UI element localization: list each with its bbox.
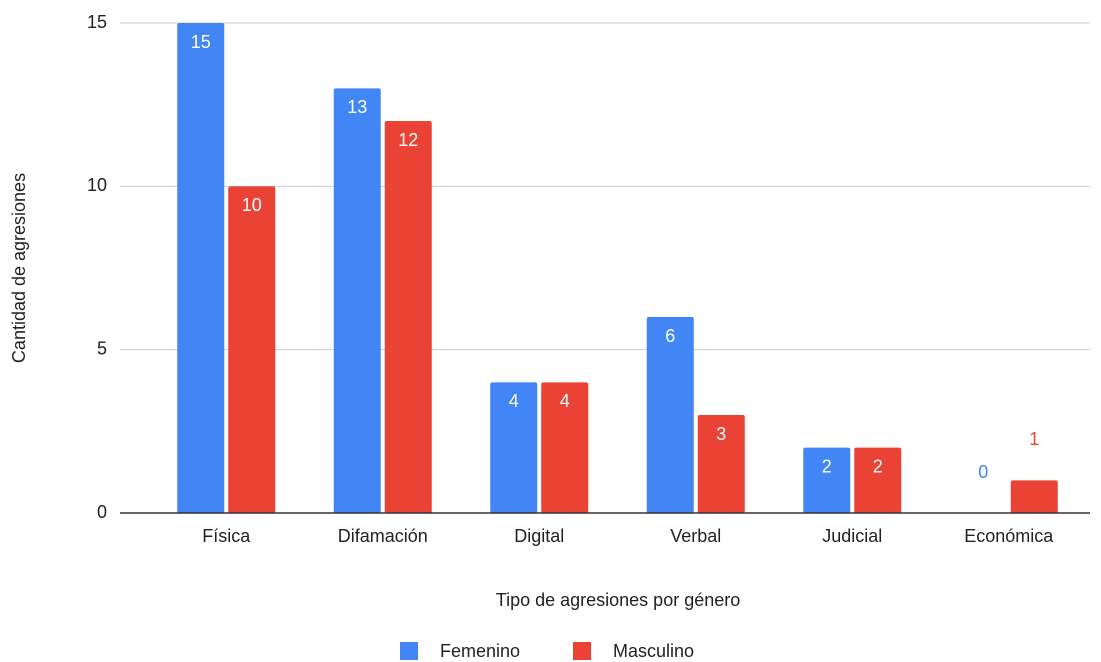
x-tick-label: Judicial <box>822 526 882 546</box>
bar <box>854 447 902 513</box>
y-axis-label: Cantidad de agresiones <box>9 173 29 363</box>
bar <box>541 382 589 513</box>
x-tick-label: Difamación <box>338 526 428 546</box>
bar <box>803 447 851 513</box>
y-tick-label: 15 <box>87 12 107 32</box>
legend-swatch <box>400 642 418 660</box>
x-tick-label: Económica <box>964 526 1054 546</box>
bar <box>333 88 381 513</box>
data-label: 4 <box>509 391 519 411</box>
bar <box>384 121 432 513</box>
data-label: 0 <box>978 462 988 482</box>
data-label: 2 <box>873 456 883 476</box>
x-axis-label: Tipo de agresiones por género <box>496 590 741 610</box>
bar <box>1010 480 1058 513</box>
y-tick-label: 10 <box>87 175 107 195</box>
data-label: 10 <box>242 195 262 215</box>
bar <box>697 415 745 513</box>
data-label: 15 <box>191 32 211 52</box>
legend-label: Masculino <box>613 641 694 661</box>
x-tick-label: Física <box>202 526 251 546</box>
x-tick-label: Verbal <box>670 526 721 546</box>
data-label: 4 <box>560 391 570 411</box>
y-tick-label: 5 <box>97 338 107 358</box>
legend-swatch <box>573 642 591 660</box>
bar <box>177 23 225 513</box>
data-label: 12 <box>398 130 418 150</box>
bar <box>646 317 694 513</box>
data-label: 6 <box>665 326 675 346</box>
data-label: 3 <box>716 424 726 444</box>
y-tick-label: 0 <box>97 502 107 522</box>
x-tick-label: Digital <box>514 526 564 546</box>
data-label: 1 <box>1029 429 1039 449</box>
bar <box>228 186 276 514</box>
data-label: 2 <box>822 456 832 476</box>
legend-label: Femenino <box>440 641 520 661</box>
bar <box>490 382 538 513</box>
data-label: 13 <box>347 97 367 117</box>
